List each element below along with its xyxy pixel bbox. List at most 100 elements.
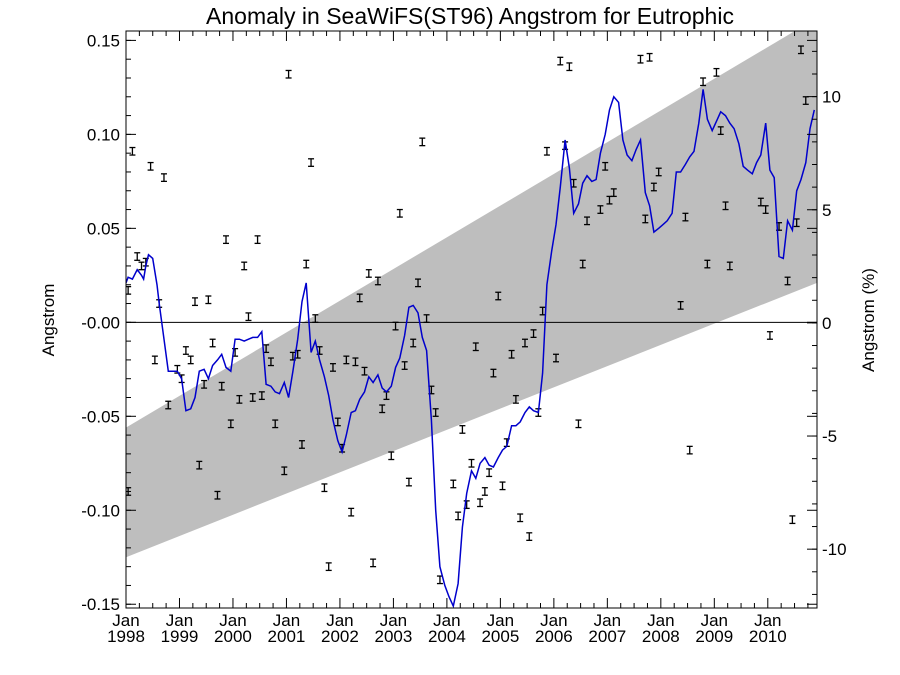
x-tick-month-label: Jan: [540, 611, 567, 630]
anomaly-point: [602, 161, 609, 171]
anomaly-point: [512, 394, 519, 404]
x-tick-month-label: Jan: [380, 611, 407, 630]
x-tick-year-label: 2008: [642, 627, 680, 646]
anomaly-point: [682, 212, 689, 222]
anomaly-point: [517, 513, 524, 523]
anomaly-point: [370, 558, 377, 568]
anomaly-point: [356, 293, 363, 303]
anomaly-point: [459, 425, 466, 434]
anomaly-point: [258, 391, 265, 401]
anomaly-point: [455, 511, 462, 521]
anomaly-point: [579, 259, 586, 269]
anomaly-point: [379, 404, 386, 414]
anomaly-point: [241, 261, 248, 271]
anomaly-point: [334, 417, 341, 427]
x-tick-year-label: 2007: [588, 627, 626, 646]
anomaly-point: [450, 479, 457, 489]
anomaly-point: [281, 466, 288, 476]
anomaly-point: [597, 205, 604, 214]
anomaly-point: [245, 312, 252, 322]
anomaly-point: [165, 400, 172, 410]
anomaly-point: [236, 394, 243, 404]
anomaly-point: [477, 498, 484, 508]
anomaly-point: [361, 366, 368, 376]
monthly-anomaly-points-layer: [126, 45, 809, 585]
x-tick-year-label: 2009: [695, 627, 733, 646]
chart-title: Anomaly in SeaWiFS(ST96) Angstrom for Eu…: [206, 3, 734, 29]
anomaly-point: [201, 379, 208, 389]
anomaly-point: [553, 353, 560, 363]
anomaly-point: [472, 342, 479, 352]
anomaly-point: [468, 458, 475, 468]
anomaly-point: [191, 297, 198, 307]
anomaly-point: [209, 338, 216, 348]
anomaly-point: [374, 276, 381, 286]
x-tick-year-label: 2002: [321, 627, 359, 646]
x-tick-month-label: Jan: [326, 611, 353, 630]
y2-axis-label: Angstrom (%): [859, 268, 878, 372]
anomaly-point: [205, 295, 212, 305]
x-tick-year-label: 2003: [375, 627, 413, 646]
x-tick-month-label: Jan: [112, 611, 139, 630]
anomaly-point: [432, 408, 439, 417]
x-tick-month-label: Jan: [273, 611, 300, 630]
y2-tick-label: 0: [822, 314, 831, 333]
y-tick-label: -0.00: [81, 313, 120, 332]
y-tick-label: 0.15: [87, 31, 120, 50]
anomaly-point: [650, 182, 657, 192]
anomaly-point: [543, 146, 550, 156]
x-tick-month-label: Jan: [701, 611, 728, 630]
anomaly-point: [793, 218, 800, 228]
anomaly-point: [249, 393, 256, 402]
anomaly-point: [490, 368, 497, 378]
anomaly-point: [196, 460, 203, 470]
anomaly-point: [677, 300, 684, 310]
anomaly-point: [410, 338, 417, 348]
anomaly-point: [392, 321, 399, 331]
anomaly-point: [254, 235, 261, 245]
anomaly-point: [267, 357, 274, 367]
anomaly-point: [182, 346, 189, 355]
anomaly-point: [134, 252, 141, 261]
x-tick-month-label: Jan: [166, 611, 193, 630]
anomaly-point: [160, 173, 167, 183]
y-tick-label: -0.05: [81, 407, 120, 426]
anomaly-point: [272, 419, 279, 429]
anomaly-point: [508, 349, 515, 359]
anomaly-point: [214, 490, 221, 500]
anomaly-point: [138, 261, 145, 271]
anomaly-point: [481, 487, 488, 496]
anomaly-point: [797, 45, 804, 55]
anomaly-point: [686, 445, 693, 455]
anomaly-point: [704, 259, 711, 269]
y2-tick-label: 5: [822, 201, 831, 220]
anomaly-point: [329, 363, 336, 372]
anomaly-point: [352, 357, 359, 367]
anomaly-point: [717, 126, 724, 136]
anomaly-point: [784, 276, 791, 286]
anomaly-point: [401, 361, 408, 370]
anomaly-point: [365, 269, 372, 278]
anomaly-point: [325, 562, 332, 572]
anomaly-point: [303, 259, 310, 269]
anomaly-point: [637, 54, 644, 64]
x-tick-year-label: 2010: [749, 627, 787, 646]
y-axis-label: Angstrom: [39, 284, 58, 357]
anomaly-point: [610, 188, 617, 198]
anomaly-point: [539, 306, 546, 316]
y2-tick-label: -5: [822, 427, 837, 446]
anomaly-point: [789, 515, 796, 525]
anomaly-point: [223, 235, 230, 245]
y-tick-label: 0.10: [87, 125, 120, 144]
anomaly-point: [298, 440, 305, 449]
y-tick-label: 0.05: [87, 219, 120, 238]
anomaly-point: [700, 77, 707, 87]
anomaly-point: [151, 355, 158, 365]
anomaly-point: [312, 314, 319, 323]
anomaly-point: [388, 451, 395, 461]
x-tick-year-label: 1998: [107, 627, 145, 646]
anomaly-point: [147, 161, 154, 171]
anomaly-point: [521, 338, 528, 348]
anomaly-point: [343, 355, 350, 365]
